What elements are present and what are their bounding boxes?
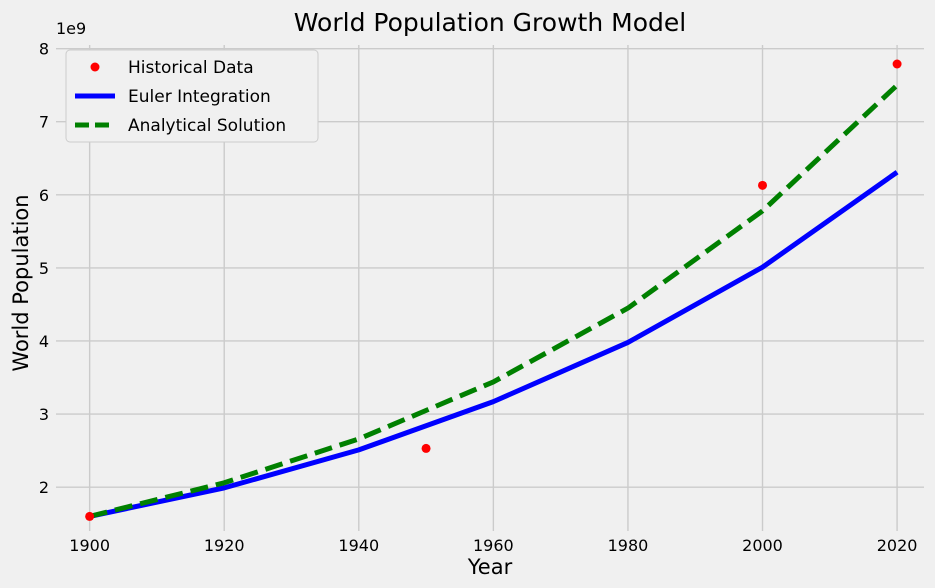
y-tick-label: 4 bbox=[39, 332, 49, 351]
y-axis-label: World Population bbox=[9, 194, 33, 371]
x-tick-label: 1900 bbox=[69, 536, 110, 555]
y-tick-label: 3 bbox=[39, 405, 49, 424]
x-tick-label: 1960 bbox=[473, 536, 514, 555]
legend-items: Historical Data Euler Integration Analytic… bbox=[75, 58, 286, 136]
y-tick-label: 5 bbox=[39, 259, 49, 278]
legend-label-historical-data: Historical Data bbox=[128, 58, 254, 78]
x-tick-label: 2000 bbox=[742, 536, 783, 555]
x-tick-labels: 1900 1920 1940 1960 1980 2000 2020 bbox=[69, 536, 917, 555]
x-tick-label: 1980 bbox=[608, 536, 649, 555]
legend-marker-historical-data bbox=[90, 62, 100, 72]
x-tick-label: 2020 bbox=[877, 536, 918, 555]
legend-label-euler-integration: Euler Integration bbox=[128, 87, 271, 107]
series-line-euler-integration bbox=[89, 170, 899, 519]
x-tick-label: 1940 bbox=[338, 536, 379, 555]
y-tick-labels: 2 3 4 5 6 7 8 bbox=[39, 40, 49, 497]
series-line-analytical-solution bbox=[89, 83, 899, 519]
x-tick-label: 1920 bbox=[204, 536, 245, 555]
y-tick-label: 8 bbox=[39, 40, 49, 59]
data-point-historical-data bbox=[892, 59, 902, 69]
data-point-historical-data bbox=[421, 443, 431, 453]
legend-box bbox=[65, 49, 319, 143]
legend-label-analytical-solution: Analytical Solution bbox=[128, 116, 286, 136]
y-tick-label: 7 bbox=[39, 113, 49, 132]
y-tick-label: 6 bbox=[39, 186, 49, 205]
legend: Historical Data Euler Integration Analytic… bbox=[65, 49, 319, 143]
y-offset-label: 1e9 bbox=[56, 19, 86, 38]
x-axis-label: Year bbox=[467, 555, 513, 579]
data-point-historical-data bbox=[85, 511, 95, 521]
chart-title: World Population Growth Model bbox=[294, 8, 686, 37]
y-tick-label: 2 bbox=[39, 478, 49, 497]
series-layer bbox=[85, 59, 902, 521]
data-point-historical-data bbox=[758, 180, 768, 190]
